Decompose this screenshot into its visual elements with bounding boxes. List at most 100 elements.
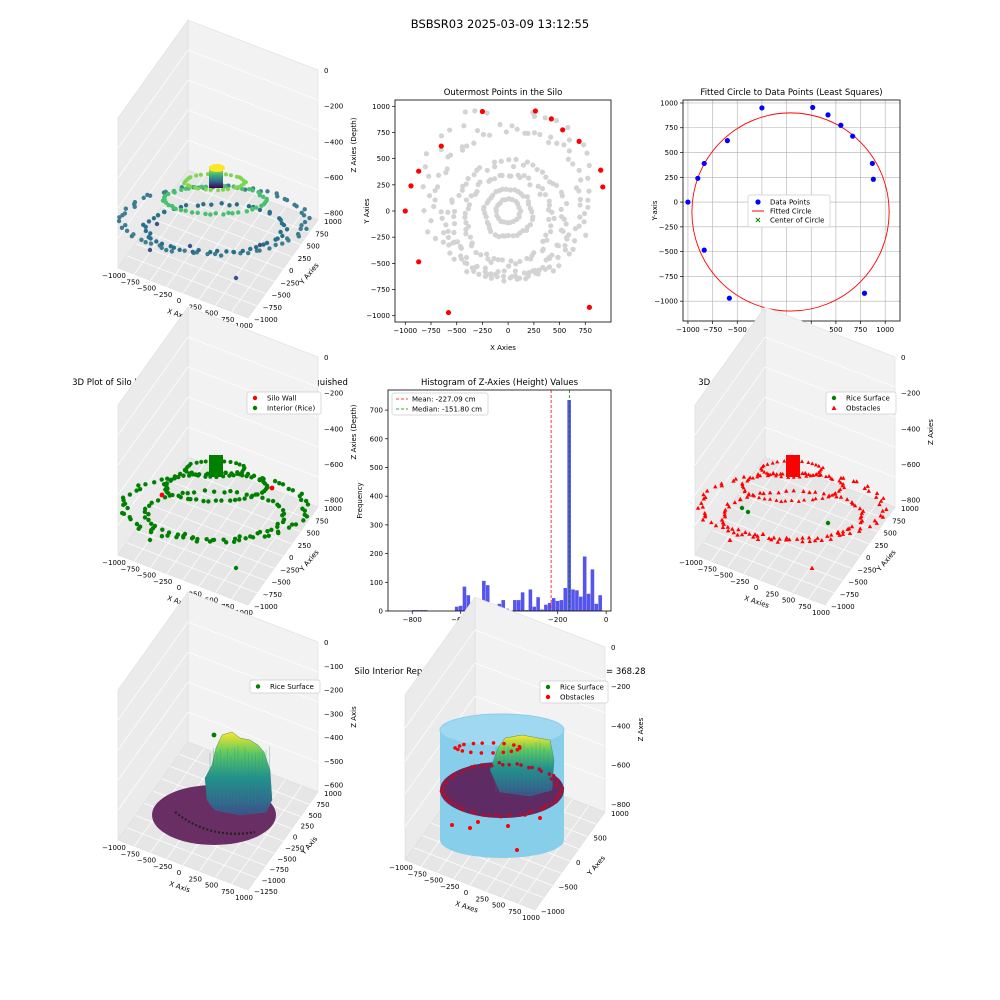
- grid-line: [117, 109, 189, 209]
- y-tick-label: −750: [263, 304, 282, 312]
- interior-point: [539, 169, 546, 175]
- x-tick-label: 250: [189, 875, 202, 883]
- point: [183, 208, 188, 213]
- interior-point: [516, 211, 522, 217]
- obstacle-point: [489, 763, 494, 768]
- interior-point: [510, 233, 516, 239]
- y-tick-label: 250: [298, 542, 311, 550]
- grid-line: [747, 481, 878, 532]
- obstacle-point: [743, 529, 748, 534]
- interior-point: [584, 150, 590, 156]
- x-tick-label: 500: [553, 327, 566, 335]
- interior-point: [290, 488, 296, 493]
- outlier-point: [257, 242, 263, 248]
- interior-point: [142, 506, 148, 512]
- interior-point: [564, 236, 570, 242]
- interior-point: [463, 197, 470, 203]
- legend-box: [825, 391, 897, 415]
- obstacle-point: [803, 470, 808, 475]
- point: [254, 248, 260, 253]
- y-tick-label: 1000: [660, 99, 678, 107]
- obstacle-point: [844, 497, 850, 502]
- chart-title: Outermost Points in the Silo: [444, 88, 563, 98]
- obstacle-point: [849, 524, 855, 529]
- x-tick-label: 750: [221, 316, 234, 324]
- y-tick-label: −1000: [654, 298, 678, 306]
- obstacle-point: [779, 499, 784, 503]
- interior-point: [512, 268, 518, 274]
- interior-point: [223, 470, 228, 476]
- interior-point: [137, 486, 143, 492]
- interior-point: [127, 492, 133, 497]
- point: [248, 246, 253, 252]
- obstacle-point: [765, 471, 770, 475]
- z-tick-label: −600: [901, 461, 920, 469]
- obstacle-point: [526, 810, 531, 814]
- interior-point: [576, 167, 582, 173]
- outlier-point: [187, 243, 193, 249]
- interior-point: [577, 196, 584, 203]
- obstacle-point: [539, 807, 543, 812]
- interior-point: [228, 460, 233, 465]
- obstacle-point: [776, 490, 781, 495]
- obstacle-point: [768, 497, 773, 501]
- interior-point: [451, 229, 457, 236]
- interior-point: [497, 121, 503, 128]
- grid-line: [187, 336, 319, 388]
- grid-line: [775, 488, 847, 587]
- obstacle-point: [838, 480, 843, 485]
- column-top: [209, 164, 225, 172]
- interior-point: [190, 472, 195, 477]
- y-tick-label: −750: [263, 591, 282, 599]
- obstacle-point: [549, 777, 554, 781]
- y-tick-label: 200: [370, 550, 383, 558]
- point: [302, 219, 308, 225]
- grid-line: [215, 207, 286, 306]
- interior-point: [484, 110, 490, 116]
- interior-point: [280, 482, 286, 487]
- interior-point: [272, 478, 278, 484]
- interior-point: [249, 494, 254, 500]
- point: [139, 237, 144, 243]
- interior-point: [301, 518, 306, 523]
- interior-point: [237, 497, 242, 502]
- data-point: [695, 175, 701, 181]
- point: [178, 207, 184, 213]
- obstacle-point: [800, 539, 805, 544]
- z-tick-label: −200: [324, 687, 343, 695]
- y-tick-label: 500: [594, 835, 607, 843]
- obstacle-point: [847, 531, 853, 536]
- legend-marker-center: [755, 217, 761, 223]
- interior-point: [146, 511, 151, 517]
- data-point: [870, 176, 876, 182]
- grid-line: [756, 468, 887, 520]
- x-tick-label: 750: [798, 603, 811, 611]
- interior-point: [120, 495, 126, 500]
- interior-point: [441, 230, 447, 236]
- x-tick-label: −500: [424, 877, 443, 885]
- y-tick-label: 400: [370, 493, 383, 501]
- histogram-bar: [454, 606, 459, 611]
- obstacle-point: [834, 494, 839, 499]
- obstacle-point: [819, 538, 824, 542]
- interior-point: [546, 198, 552, 204]
- point: [186, 183, 191, 188]
- y-tick-label: −1000: [541, 908, 565, 916]
- grid-line: [231, 785, 303, 884]
- x-tick-label: −1000: [389, 864, 413, 872]
- interior-point: [586, 162, 592, 169]
- interior-point: [517, 258, 523, 265]
- obstacle-point: [836, 489, 841, 493]
- point: [307, 215, 312, 221]
- point: [302, 207, 307, 212]
- y-tick-label: −500: [272, 579, 291, 587]
- x-tick-label: 500: [782, 597, 795, 605]
- legend-label: Rice Surface: [270, 683, 314, 691]
- obstacle-point: [462, 742, 466, 747]
- grid-line: [117, 651, 189, 751]
- interior-point: [524, 159, 531, 165]
- interior-point: [509, 273, 515, 280]
- obstacle-point: [821, 491, 827, 496]
- interior-point: [176, 474, 181, 480]
- grid-line: [117, 79, 189, 179]
